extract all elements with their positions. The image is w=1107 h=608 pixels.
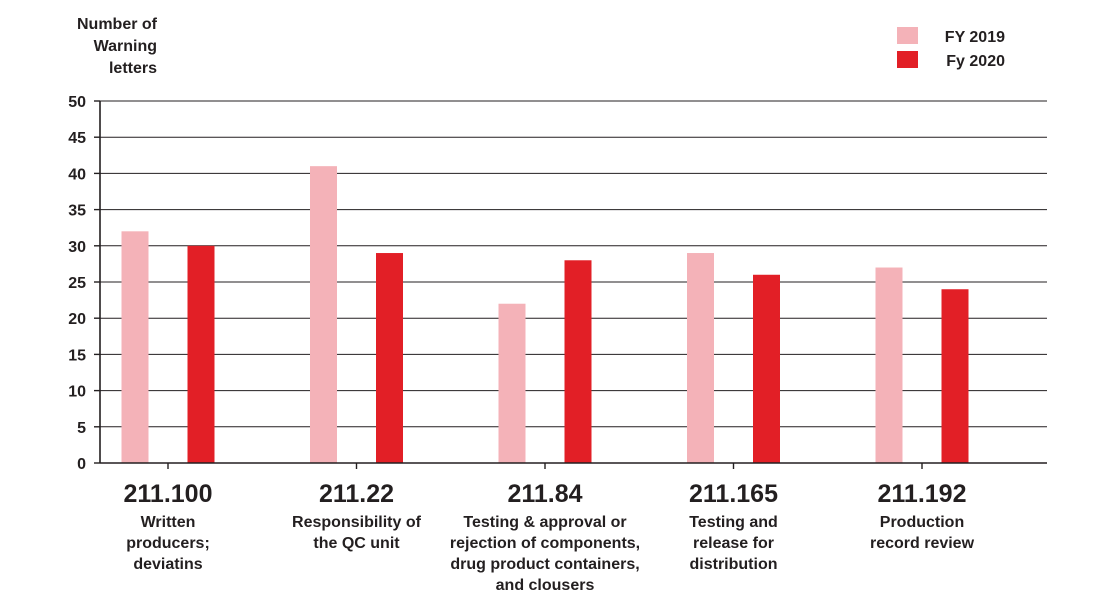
category-description-line: Responsibility of xyxy=(292,514,422,531)
bar-fy2020 xyxy=(376,253,403,463)
y-tick-label: 35 xyxy=(68,203,86,220)
y-axis-title-line: Warning xyxy=(94,38,157,55)
category-code-label: 211.22 xyxy=(319,480,394,508)
legend-label: FY 2019 xyxy=(945,29,1005,46)
y-axis-title-line: letters xyxy=(109,60,157,77)
category-description-line: release for xyxy=(693,535,774,552)
y-axis-title-line: Number of xyxy=(77,16,158,33)
category-code-label: 211.84 xyxy=(507,480,582,508)
legend-swatch xyxy=(897,27,918,44)
category-description-line: Written xyxy=(141,514,196,531)
bars xyxy=(121,166,969,463)
category-description-line: distribution xyxy=(690,556,778,573)
y-tick-label: 5 xyxy=(77,420,86,437)
bar-fy2019 xyxy=(498,303,526,463)
category-code-label: 211.192 xyxy=(878,480,967,508)
legend-label: Fy 2020 xyxy=(946,53,1005,70)
y-tick-label: 20 xyxy=(68,311,86,328)
axes xyxy=(94,100,1047,469)
bar-fy2020 xyxy=(753,274,780,463)
category-code-label: 211.100 xyxy=(124,480,213,508)
y-tick-label: 40 xyxy=(68,166,86,183)
category-description-line: and clousers xyxy=(496,577,595,594)
bar-fy2020 xyxy=(941,289,969,463)
y-tick-label: 15 xyxy=(68,347,86,364)
legend-swatch xyxy=(897,51,918,68)
y-tick-label: 0 xyxy=(77,456,86,473)
category-description-line: the QC unit xyxy=(313,535,400,552)
category-description-line: Production xyxy=(880,514,964,531)
bar-fy2020 xyxy=(187,245,215,463)
bar-fy2019 xyxy=(687,253,714,463)
bar-fy2019 xyxy=(875,267,903,463)
category-description-line: rejection of components, xyxy=(450,535,640,552)
y-tick-label: 50 xyxy=(68,94,86,111)
y-axis-label: Number of Warning letters xyxy=(77,16,158,77)
bar-fy2019 xyxy=(121,231,149,463)
category-description-line: drug product containers, xyxy=(450,556,639,573)
category-description-line: deviatins xyxy=(133,556,202,573)
category-description-line: Testing & approval or xyxy=(463,514,626,531)
category-description-line: Testing and xyxy=(689,514,778,531)
bar-fy2019 xyxy=(310,166,337,463)
y-tick-label: 45 xyxy=(68,130,86,147)
y-tick-label: 10 xyxy=(68,384,86,401)
y-tick-labels: 0 5 10 15 20 25 30 35 40 45 50 xyxy=(68,94,86,473)
category-code-label: 211.165 xyxy=(689,480,778,508)
category-description-line: record review xyxy=(870,535,975,552)
y-tick-label: 25 xyxy=(68,275,86,292)
legend: FY 2019 Fy 2020 xyxy=(897,27,1005,70)
x-tick-labels: 211.100 Written producers; deviatins 211.22 R… xyxy=(124,480,975,594)
category-description-line: producers; xyxy=(126,535,210,552)
bar-fy2020 xyxy=(564,260,592,463)
y-tick-label: 30 xyxy=(68,239,86,256)
